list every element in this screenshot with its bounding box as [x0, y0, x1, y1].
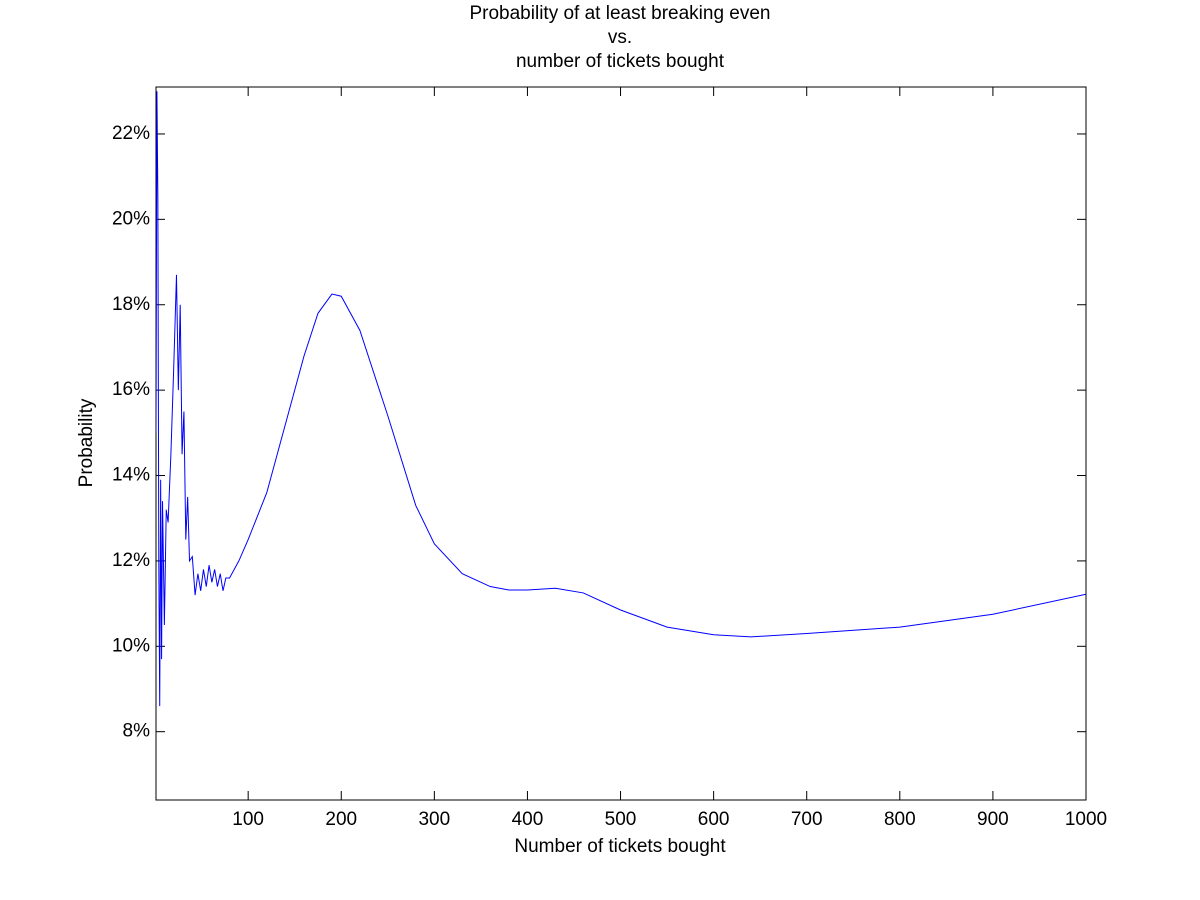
chart-title: number of tickets bought: [516, 51, 725, 72]
y-tick-label: 22%: [112, 123, 150, 144]
x-axis-label: Number of tickets bought: [514, 836, 726, 857]
x-tick-label: 500: [605, 809, 637, 830]
y-axis-label: Probability: [76, 398, 97, 487]
y-tick-label: 16%: [112, 379, 150, 400]
y-tick-label: 18%: [112, 294, 150, 315]
y-tick-label: 20%: [112, 208, 150, 229]
x-tick-label: 400: [512, 809, 544, 830]
x-tick-label: 600: [698, 809, 730, 830]
plot-frame: [155, 86, 1087, 801]
y-tick-label: 12%: [112, 550, 150, 571]
chart-title: Probability of at least breaking even: [469, 3, 770, 24]
y-tick-label: 8%: [123, 721, 151, 742]
x-tick-label: 100: [232, 809, 264, 830]
line-series: [156, 91, 1086, 707]
x-tick-label: 700: [791, 809, 823, 830]
x-tick-label: 300: [418, 809, 450, 830]
y-tick-label: 10%: [112, 635, 150, 656]
y-tick-label: 14%: [112, 465, 150, 486]
x-tick-label: 1000: [1065, 809, 1107, 830]
x-tick-label: 800: [884, 809, 916, 830]
x-tick-label: 200: [325, 809, 357, 830]
x-tick-label: 900: [977, 809, 1009, 830]
chart-title: vs.: [608, 27, 632, 48]
